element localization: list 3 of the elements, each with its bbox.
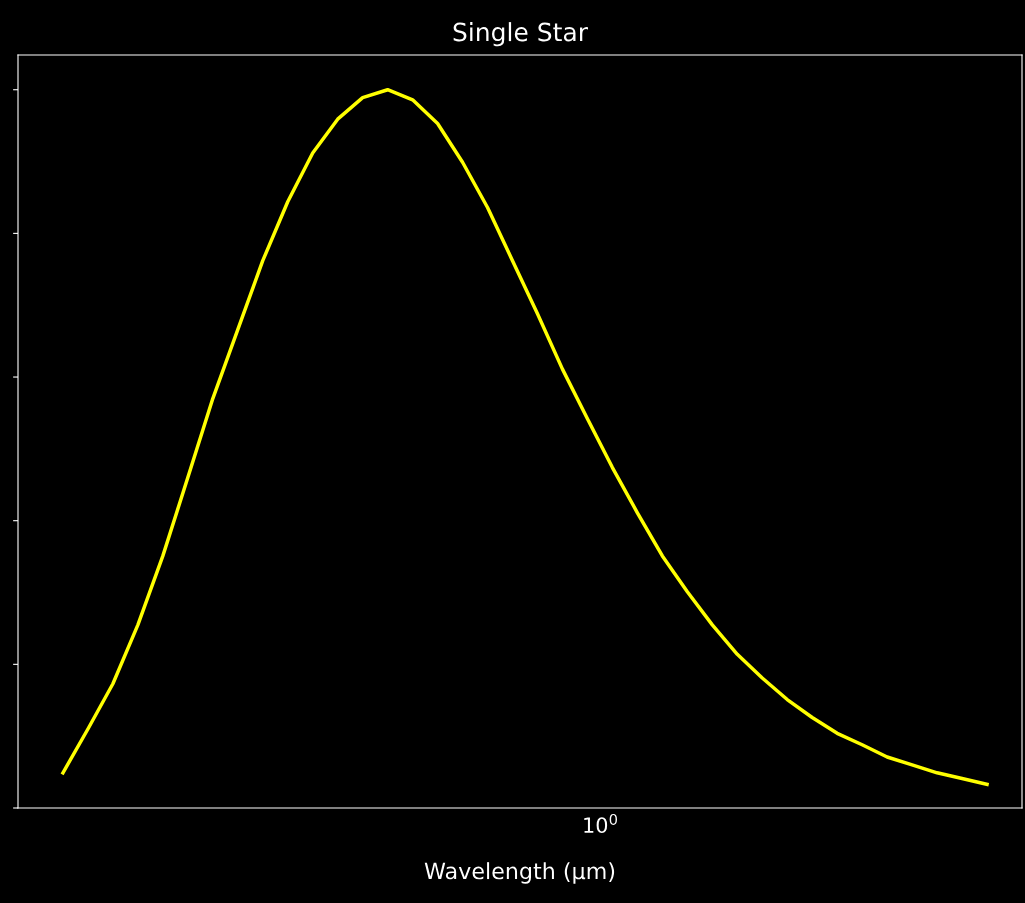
text: 10$^{0}$ <box>584 813 618 833</box>
x-axis-title: Wavelength (μm) <box>424 862 615 884</box>
chart-title: Single Star <box>453 22 589 47</box>
